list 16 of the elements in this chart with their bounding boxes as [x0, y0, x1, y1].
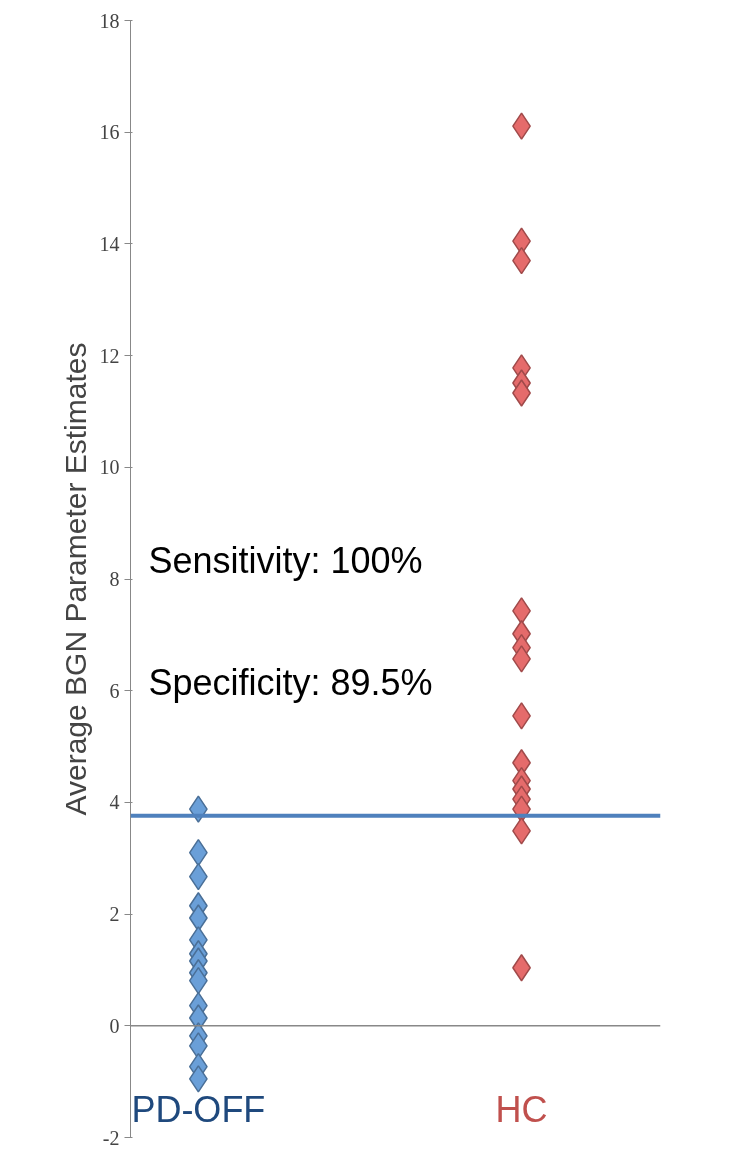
- y-tick-label: 4: [109, 791, 120, 814]
- y-tick-label: 16: [99, 121, 120, 144]
- y-tick-label: 6: [109, 679, 120, 702]
- annotation: Sensitivity: 100%: [148, 539, 423, 581]
- x-tick-label: PD-OFF: [131, 1088, 266, 1130]
- y-tick-label: 2: [109, 903, 120, 926]
- y-tick-label: 10: [99, 456, 120, 479]
- y-tick-label: 0: [109, 1014, 120, 1037]
- y-axis-title: Average BGN Parameter Estimates: [58, 342, 92, 816]
- y-tick-label: 12: [99, 344, 120, 367]
- y-tick-label: -2: [102, 1126, 120, 1149]
- annotation: Specificity: 89.5%: [148, 661, 433, 703]
- y-tick-label: 18: [99, 9, 120, 32]
- x-tick-label: HC: [495, 1088, 548, 1130]
- y-tick-label: 14: [99, 232, 120, 255]
- y-tick-label: 8: [109, 568, 120, 590]
